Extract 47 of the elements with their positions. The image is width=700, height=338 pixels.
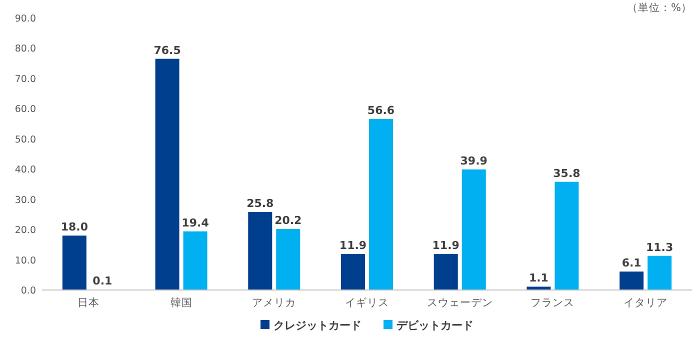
data-label: 39.9 [460,154,488,168]
data-label: 25.8 [246,197,274,210]
y-tick-label: 50.0 [14,134,36,146]
x-tick-label: 日本 [77,296,100,309]
data-label: 19.4 [182,216,210,230]
bar [248,212,272,290]
y-tick-label: 40.0 [14,164,36,176]
y-tick-label: 90.0 [14,14,36,24]
bar [554,182,579,290]
x-tick-label: イギリス [345,297,389,309]
data-label: 76.5 [154,44,181,57]
y-tick-label: 10.0 [14,255,36,266]
x-tick-label: スウェーデン [426,297,493,309]
data-label: 6.1 [622,256,642,270]
y-tick-label: 20.0 [14,225,36,236]
data-label: 35.8 [553,166,580,180]
y-tick-label: 30.0 [14,194,36,206]
data-label: 11.9 [432,239,460,252]
y-tick-label: 70.0 [14,74,36,85]
bar [462,169,486,290]
bar [62,236,86,290]
data-label: 11.9 [339,239,367,252]
x-tick-label: 韓国 [170,296,192,309]
bar [276,228,300,290]
bar [183,231,208,290]
bar [620,272,644,290]
y-tick-label: 60.0 [14,104,36,116]
y-tick-label: 80.0 [14,44,36,55]
legend-label: クレジットカード [274,319,362,332]
data-label: 1.1 [528,272,548,285]
text: （単位：%） [627,2,692,14]
y-tick-label: 0.0 [20,286,36,296]
x-tick-label: アメリカ [252,297,296,309]
data-label: 56.6 [367,104,395,117]
bar [526,286,551,290]
bar [648,256,672,290]
data-label: 20.2 [274,214,302,227]
bar [155,58,180,290]
legend-label: デビットカード [396,319,474,332]
bar [341,254,365,290]
data-label: 11.3 [646,240,674,254]
bar [434,254,458,290]
data-label: 0.1 [92,274,112,288]
x-tick-label: イタリア [624,297,668,309]
bar [369,118,393,290]
data-label: 18.0 [60,220,88,234]
x-tick-label: フランス [530,297,575,309]
